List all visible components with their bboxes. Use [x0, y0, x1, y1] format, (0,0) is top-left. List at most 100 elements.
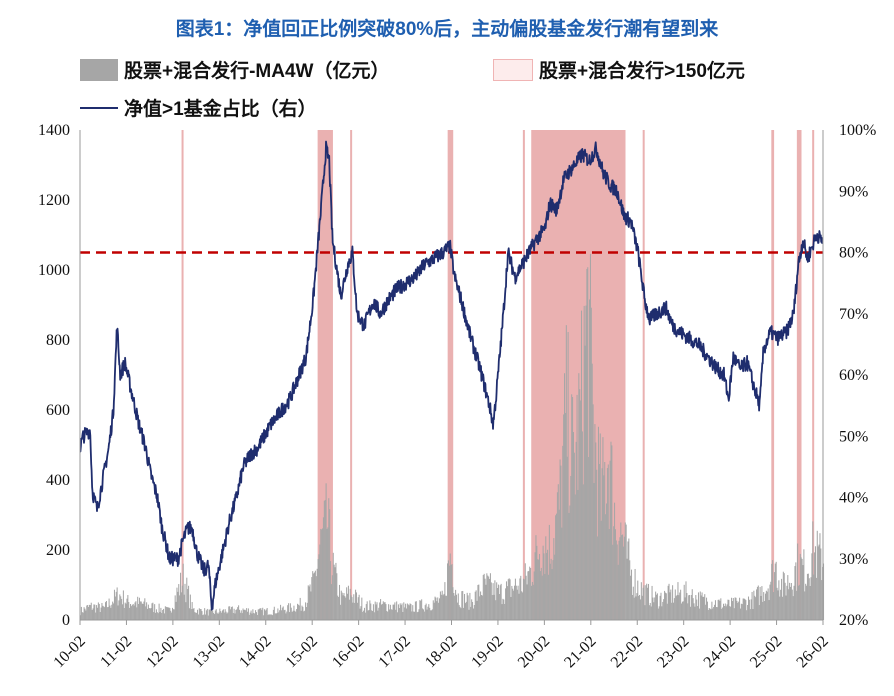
- bar: [678, 595, 680, 620]
- bar: [624, 522, 626, 620]
- bar: [463, 607, 465, 620]
- bar: [619, 537, 621, 620]
- bar: [530, 568, 532, 620]
- bar: [157, 613, 159, 620]
- bar: [460, 608, 462, 620]
- bar: [480, 591, 482, 620]
- bar: [630, 575, 632, 620]
- bar: [141, 603, 143, 620]
- bar: [236, 609, 238, 620]
- bar: [84, 608, 86, 620]
- bar: [455, 589, 457, 620]
- x-tick-label: 17-02: [375, 633, 413, 671]
- bar: [785, 595, 787, 620]
- bar: [345, 597, 347, 620]
- bar: [621, 535, 623, 620]
- bar: [464, 603, 466, 620]
- bar: [583, 305, 585, 620]
- bar: [766, 591, 768, 620]
- bar: [365, 604, 367, 620]
- bar: [93, 604, 95, 620]
- bar: [775, 561, 777, 620]
- bar: [727, 599, 729, 620]
- bar: [280, 610, 282, 620]
- bar: [315, 576, 317, 620]
- bar: [364, 612, 366, 620]
- bar: [347, 593, 349, 620]
- bar: [726, 604, 728, 620]
- bar: [596, 469, 598, 620]
- bar: [498, 594, 500, 620]
- bar: [585, 305, 587, 620]
- bar: [505, 588, 507, 620]
- bar: [421, 599, 423, 620]
- bar: [322, 517, 324, 620]
- bar: [204, 608, 206, 620]
- bar: [437, 597, 439, 620]
- x-tick-label: 14-02: [236, 633, 274, 671]
- left-tick-label: 1000: [38, 262, 70, 279]
- bar: [746, 610, 748, 620]
- bar: [486, 573, 488, 620]
- bar: [164, 606, 166, 620]
- bar: [731, 597, 733, 620]
- bar: [339, 604, 341, 620]
- bar: [341, 592, 343, 620]
- bar: [261, 610, 263, 620]
- bar: [392, 604, 394, 620]
- bar: [289, 603, 291, 620]
- bar: [469, 592, 471, 620]
- left-tick-label: 800: [46, 332, 70, 349]
- bar: [401, 603, 403, 620]
- bar: [160, 607, 162, 620]
- bar: [99, 612, 101, 620]
- bar: [360, 606, 362, 620]
- bar: [565, 325, 567, 620]
- bar: [792, 596, 794, 620]
- bar: [179, 595, 181, 620]
- bar: [516, 589, 518, 620]
- bar: [327, 527, 329, 620]
- bar: [494, 580, 496, 620]
- bar: [533, 571, 535, 620]
- bar: [509, 579, 511, 620]
- bar: [517, 585, 519, 620]
- bar: [490, 582, 492, 620]
- bar: [529, 566, 531, 620]
- bar: [813, 574, 815, 620]
- bar: [531, 581, 533, 620]
- bar: [323, 500, 325, 620]
- x-tick-label: 24-02: [701, 633, 739, 671]
- bar: [416, 612, 418, 620]
- bar: [687, 603, 689, 620]
- bar: [663, 599, 665, 620]
- bar: [222, 609, 224, 620]
- bar: [551, 569, 553, 620]
- bar: [328, 498, 330, 620]
- bar: [333, 564, 335, 620]
- bar: [757, 585, 759, 620]
- bar: [759, 586, 761, 620]
- bar: [548, 524, 550, 620]
- bar: [542, 545, 544, 620]
- bar: [303, 611, 305, 620]
- bar: [821, 580, 823, 620]
- shade-period: [181, 130, 184, 620]
- bar: [597, 536, 599, 620]
- left-tick-label: 600: [46, 402, 70, 419]
- bar: [101, 602, 103, 620]
- bar: [221, 610, 224, 620]
- bar: [768, 600, 770, 620]
- legend-shade: 股票+混合发行>150亿元: [493, 56, 745, 83]
- bar: [801, 558, 803, 620]
- bar: [584, 345, 586, 620]
- bar: [810, 577, 812, 620]
- bar: [780, 589, 782, 620]
- bar: [433, 602, 435, 620]
- bar: [682, 601, 684, 620]
- bar: [276, 612, 278, 620]
- legend-line-label: 净值>1基金占比（右）: [124, 99, 317, 120]
- bar: [111, 604, 113, 620]
- bar: [595, 442, 597, 620]
- bar: [359, 608, 361, 620]
